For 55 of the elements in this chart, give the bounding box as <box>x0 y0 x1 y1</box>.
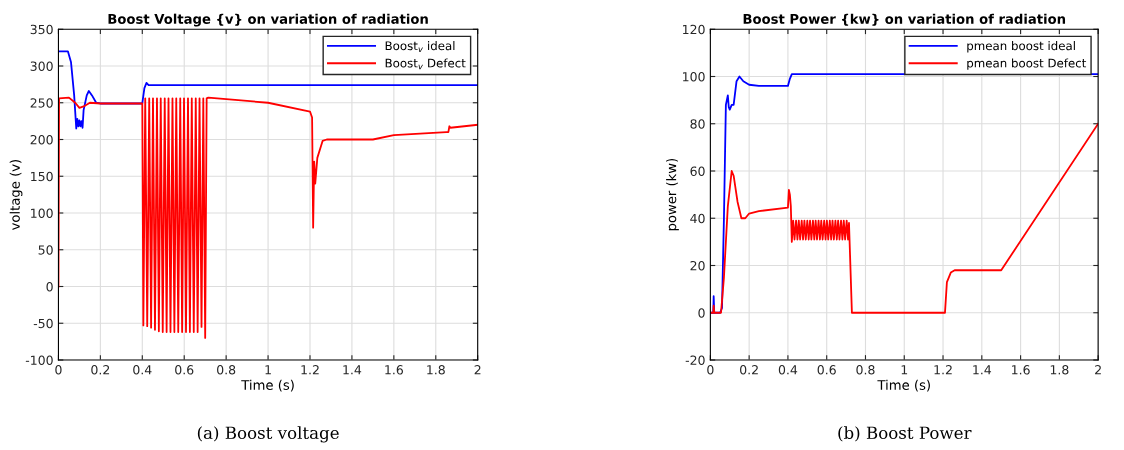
x-tick-label: 0.2 <box>740 365 758 375</box>
line-series <box>710 122 1099 314</box>
y-tick-label: 150 <box>31 171 53 182</box>
x-tick-label: 0.8 <box>217 365 236 375</box>
y-tick-label: 0 <box>698 308 705 318</box>
y-tick-label: 40 <box>690 213 705 224</box>
x-tick-label: 0.4 <box>778 365 798 375</box>
x-tick-label: 1.4 <box>343 365 362 375</box>
y-tick-label: -100 <box>25 355 53 365</box>
legend-label: pmean boost Defect <box>967 58 1087 70</box>
x-tick-label: 1.4 <box>973 365 992 375</box>
x-tick-label: 0.6 <box>817 365 836 375</box>
x-tick-label: 1.2 <box>934 365 952 375</box>
x-axis-title: Time (s) <box>877 379 930 392</box>
x-tick-label: 0 <box>707 365 714 375</box>
x-tick-label: 0.6 <box>175 365 194 375</box>
x-tick-label: 1 <box>265 365 271 375</box>
y-tick-label: 100 <box>31 208 53 218</box>
chart-title: Boost Power {kw} on variation of radiation <box>743 13 1066 26</box>
y-tick-label: 50 <box>38 245 53 255</box>
y-tick-label: 350 <box>30 24 53 35</box>
y-tick-label: 120 <box>683 24 705 35</box>
legend-label: Boost$_{v}$ Defect <box>385 58 466 70</box>
x-tick-label: 1.6 <box>1012 365 1030 375</box>
y-tick-label: 60 <box>690 166 705 176</box>
y-tick-label: 300 <box>30 61 53 71</box>
y-tick-label: -50 <box>33 318 53 329</box>
y-tick-label: 80 <box>690 119 705 129</box>
x-tick-label: 1.6 <box>385 365 403 375</box>
text: (b) Boost Power <box>838 426 972 442</box>
legend-label: Boost$_{v}$ ideal <box>385 41 455 52</box>
y-tick-label: -20 <box>685 355 705 365</box>
x-tick-label: 1.8 <box>427 365 445 375</box>
x-tick-label: 2 <box>1095 365 1101 375</box>
text: (a) Boost voltage <box>197 426 339 443</box>
y-tick-label: 20 <box>690 260 705 271</box>
x-tick-label: 2 <box>474 365 481 375</box>
line-series <box>58 96 478 339</box>
x-axis-title: Time (s) <box>241 379 294 392</box>
y-axis-title: power (kw) <box>666 158 679 231</box>
chart-title: Boost Voltage {v} on variation of radiation <box>108 13 428 27</box>
y-axis-title: voltage (v) <box>9 159 23 231</box>
x-tick-label: 0.8 <box>856 365 875 375</box>
x-tick-label: 0.2 <box>91 365 110 375</box>
x-tick-label: 1.2 <box>301 365 319 375</box>
line-series <box>58 50 478 130</box>
legend-label: pmean boost ideal <box>967 41 1075 53</box>
y-tick-label: 0 <box>46 281 53 292</box>
y-tick-label: 100 <box>683 71 705 82</box>
x-tick-label: 1 <box>901 365 908 375</box>
y-tick-label: 250 <box>30 98 53 108</box>
x-tick-label: 1.8 <box>1050 365 1069 375</box>
y-tick-label: 200 <box>30 134 53 145</box>
x-tick-label: 0 <box>55 365 62 375</box>
x-tick-label: 0.4 <box>133 365 152 375</box>
